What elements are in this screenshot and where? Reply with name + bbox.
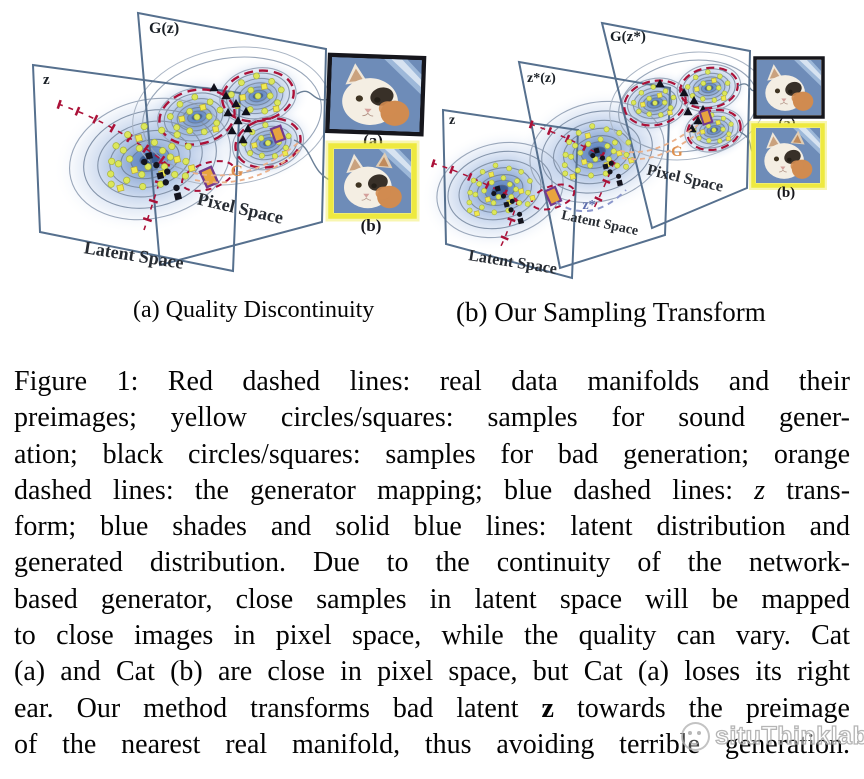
caption-line-3: ation; black circles/squares: samples fo… bbox=[14, 438, 850, 470]
figure-caption: Figure 1: Red dashed lines: real data ma… bbox=[14, 364, 850, 763]
panel-b-diagram: G z* (a) (b) G(z*) z*(z) z Pixel Space L… bbox=[421, 21, 827, 280]
panel-b-transformed-plane bbox=[517, 60, 672, 270]
italic-z: z bbox=[754, 474, 766, 506]
caption-line-7: based generator, close samples in latent… bbox=[14, 583, 850, 615]
panel-b-generator-label: G bbox=[671, 144, 683, 160]
z-transform-dashed-curve bbox=[555, 189, 627, 213]
bold-z: z bbox=[541, 692, 554, 724]
panel-b-pixel-space-label: Pixel Space bbox=[645, 162, 725, 196]
caption-line-9: (a) and Cat (b) are close in pixel space… bbox=[14, 656, 850, 688]
figure-diagrams: G (a) (b) G(z) z Pixel Space Latent Spac… bbox=[31, 11, 827, 280]
caption-line-5: form; blue shades and solid blue lines: … bbox=[14, 511, 850, 543]
panel-a-pixel-plane bbox=[136, 11, 328, 267]
caption-line-8: to close images in pixel space, while th… bbox=[14, 620, 850, 652]
panel-a-z-label: z bbox=[43, 72, 50, 88]
caption-line-11: of the nearest real manifold, thus avoid… bbox=[14, 728, 850, 760]
caption-line-10: ear. Our method transforms bad latent z … bbox=[14, 692, 850, 724]
caption-line-4: dashed lines: the generator mapping; blu… bbox=[14, 474, 850, 506]
panel-a-latent-plane bbox=[31, 63, 242, 273]
caption-line-1: Figure 1: Red dashed lines: real data ma… bbox=[14, 366, 850, 397]
cat-b-image-b bbox=[749, 121, 827, 190]
cat-b-image bbox=[325, 140, 420, 222]
panel-a-latent-space-label: Latent Space bbox=[83, 237, 185, 272]
preimage-dashed-curve bbox=[56, 99, 235, 232]
caption-line-6: generated distribution. Due to the conti… bbox=[14, 547, 850, 579]
cat-b-label: (b) bbox=[361, 216, 382, 235]
bad-generated-sample-marker-b bbox=[698, 108, 714, 126]
panel-b-transform-label: z* bbox=[582, 198, 595, 213]
panel-b-z-label: z bbox=[449, 113, 455, 128]
panel-a-pixel-space-label: Pixel Space bbox=[195, 189, 285, 228]
panel-a-gz-label: G(z) bbox=[149, 20, 179, 37]
bad-generated-sample-marker bbox=[269, 124, 287, 144]
generator-mapping-dashes-b bbox=[619, 124, 701, 161]
panel-b-gzstar-label: G(z*) bbox=[610, 29, 646, 45]
cat-b-label-b: (b) bbox=[777, 185, 795, 201]
panel-a-diagram: G (a) (b) G(z) z Pixel Space Latent Spac… bbox=[31, 11, 427, 273]
caption-line-2: preimages; yellow circles/squares: sampl… bbox=[14, 402, 850, 434]
generator-mapping-dashes bbox=[192, 142, 301, 184]
subcaption-a: (a) Quality Discontinuity bbox=[133, 297, 375, 323]
subcaption-b: (b) Our Sampling Transform bbox=[456, 297, 766, 327]
panel-a-generator-label: G bbox=[231, 163, 244, 180]
panel-b-latent-plane bbox=[441, 108, 580, 280]
panel-b-zstar-plane-label: z*(z) bbox=[527, 71, 556, 86]
cat-a-image bbox=[325, 52, 427, 137]
cat-a-image-b bbox=[753, 56, 825, 119]
panel-b-front-latent-space-label: Latent Space bbox=[467, 247, 558, 278]
